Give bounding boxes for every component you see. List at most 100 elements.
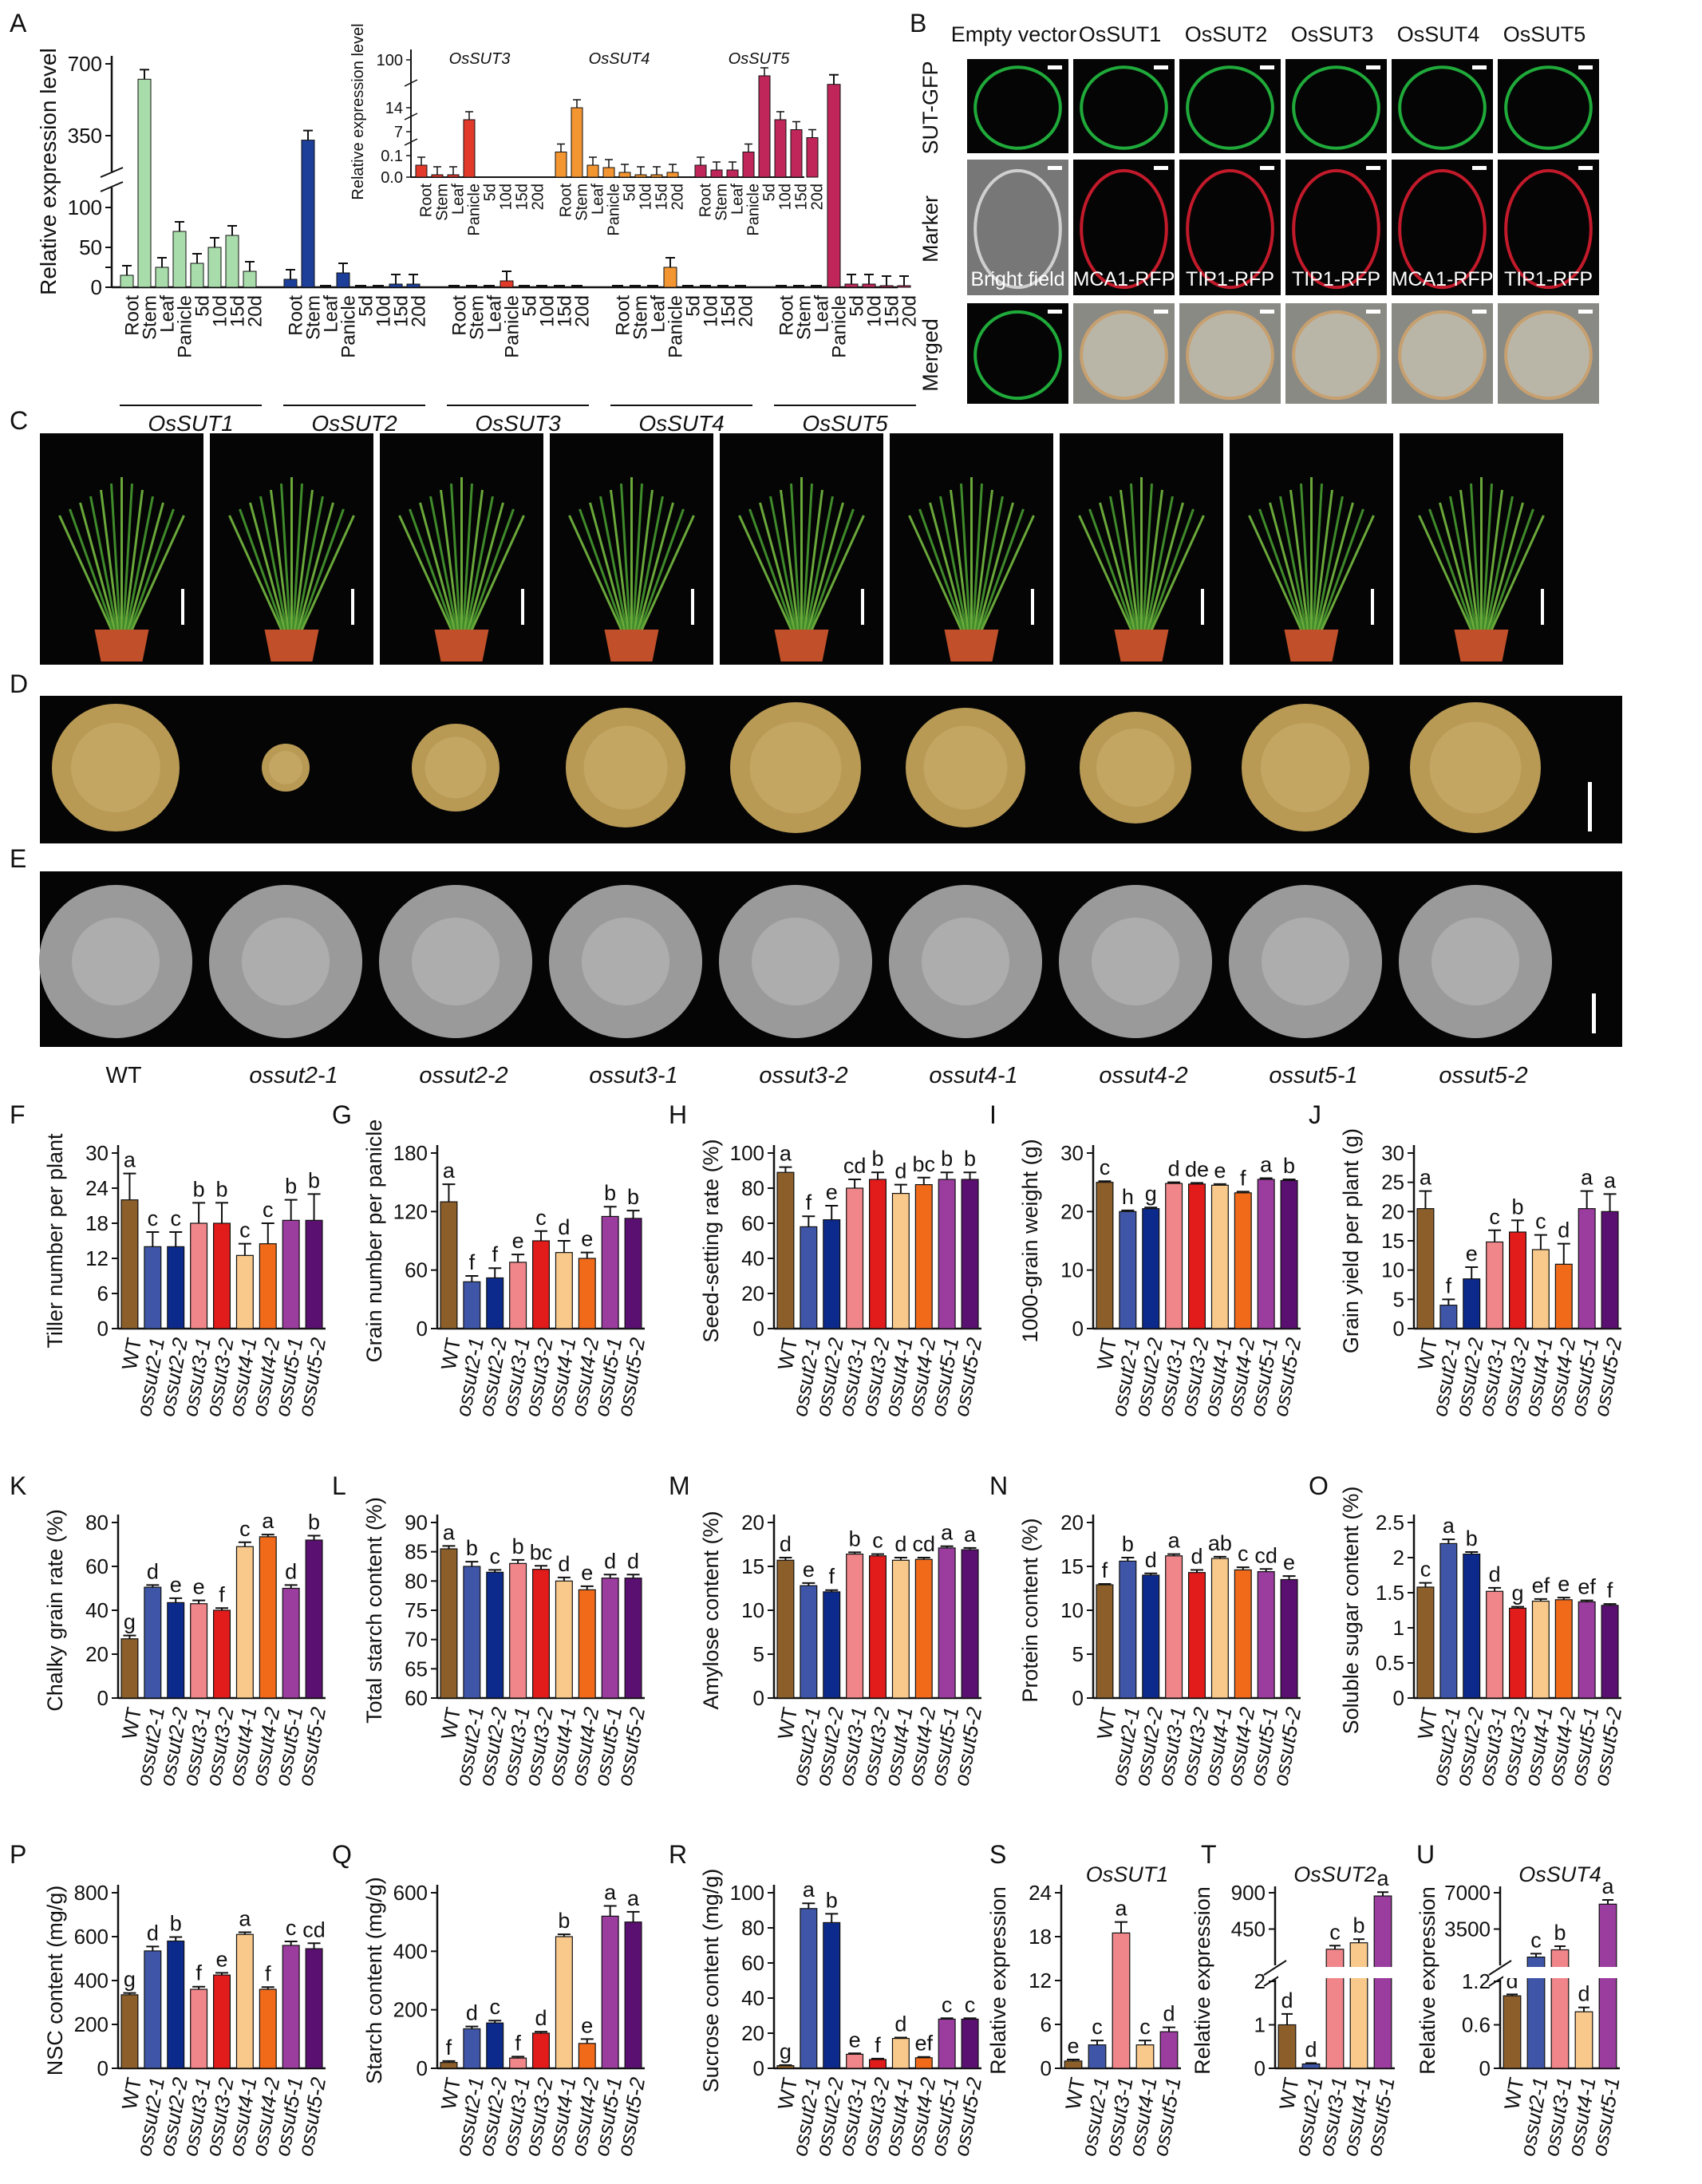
significance-letter: c xyxy=(1489,1205,1500,1229)
significance-letter: b xyxy=(308,1511,320,1534)
cell-outline xyxy=(1504,168,1593,290)
bar xyxy=(243,271,257,288)
significance-letter: b xyxy=(466,1536,478,1560)
x-tick-label: 15d xyxy=(717,295,739,327)
plant-leaf xyxy=(440,489,460,632)
bar xyxy=(1578,1601,1596,1699)
bar xyxy=(1280,1179,1298,1329)
significance-letter: c xyxy=(965,1992,976,2016)
x-tick-label: Root xyxy=(285,295,306,336)
pot xyxy=(774,630,829,662)
micrograph-cell xyxy=(1498,160,1599,295)
bar xyxy=(601,1215,619,1329)
panel-letter-o: O xyxy=(1309,1471,1329,1500)
plant-leaf xyxy=(228,515,283,632)
x-tick-label: Panicle xyxy=(174,295,195,358)
row-label: Merged xyxy=(918,318,942,392)
significance-letter: d xyxy=(1489,1562,1501,1586)
bar xyxy=(167,1940,185,2069)
y-axis-label: Soluble sugar content (%) xyxy=(1339,1487,1363,1735)
significance-letter: a xyxy=(1601,1874,1614,1898)
panel-C-plants xyxy=(40,433,1563,665)
y-tick-label: 1 xyxy=(1254,2013,1266,2037)
scale-bar xyxy=(1366,166,1380,170)
panel-letter-s: S xyxy=(989,1840,1006,1869)
genotype-label: ossut2-2 xyxy=(419,1063,507,1088)
plant-leaf xyxy=(295,496,324,632)
bar xyxy=(213,1609,231,1699)
pot xyxy=(944,630,999,662)
plant-leaf xyxy=(249,502,286,632)
significance-letter: a xyxy=(1581,1166,1593,1190)
genotype-label: WT xyxy=(105,1063,141,1088)
micrograph-cell xyxy=(1392,59,1493,153)
bar xyxy=(776,1559,795,1699)
significance-letter: g xyxy=(780,2040,792,2064)
micrograph-cell xyxy=(1285,59,1387,153)
bar xyxy=(120,1638,139,1699)
y-tick-label: 100 xyxy=(68,195,102,219)
x-tick-label: WT xyxy=(1274,2075,1304,2111)
plant-leaf xyxy=(1439,502,1476,632)
significance-letter: d xyxy=(147,1921,159,1945)
bar xyxy=(283,278,298,288)
plant-leaf xyxy=(1449,496,1478,632)
significance-letter: b xyxy=(826,1888,838,1912)
bar xyxy=(1554,1599,1573,1699)
scale-bar xyxy=(1578,65,1593,69)
inset-bar xyxy=(431,174,444,178)
plant-leaf xyxy=(58,515,113,632)
bar xyxy=(406,283,421,288)
bar xyxy=(555,1936,573,2069)
panel-letter-d: D xyxy=(10,669,28,698)
inset-axis-break xyxy=(404,79,418,87)
grain-pile-highlight xyxy=(923,725,1008,810)
significance-letter: cd xyxy=(302,1917,326,1941)
cell-outline xyxy=(973,310,1062,401)
significance-letter: e xyxy=(1466,1242,1478,1266)
x-tick-label: Leaf xyxy=(647,295,669,333)
plant-leaf xyxy=(960,483,971,632)
y-tick-label: 10 xyxy=(1060,1258,1084,1282)
plant-leaf xyxy=(568,515,623,632)
plant-leaf xyxy=(980,515,1035,632)
bar xyxy=(961,2018,979,2069)
plant-leaf xyxy=(973,489,993,632)
x-tick-label: Stem xyxy=(139,295,160,340)
bar xyxy=(800,1908,818,2069)
scale-bar xyxy=(1366,65,1380,69)
significance-letter: d xyxy=(285,1559,297,1583)
bar xyxy=(463,1281,481,1329)
x-tick-label: Stem xyxy=(793,295,815,340)
bar xyxy=(868,1555,887,1699)
significance-letter: d xyxy=(1145,1548,1157,1572)
y-tick-label: 20 xyxy=(1060,1511,1084,1534)
bar xyxy=(1373,1895,1392,2069)
x-tick-label: Root xyxy=(121,295,143,336)
panel-letter-c: C xyxy=(10,406,28,435)
inset-bar xyxy=(634,174,647,178)
cell-outline xyxy=(1504,310,1593,401)
significance-letter: f xyxy=(1240,1166,1246,1190)
plant-leaf xyxy=(280,483,291,632)
bar xyxy=(1503,1995,1522,2069)
y-tick-label: 0 xyxy=(1393,1317,1404,1341)
bar xyxy=(1187,1572,1206,1699)
chart-title: OsSUT4 xyxy=(1518,1862,1601,1886)
significance-letter: f xyxy=(1607,1578,1613,1602)
y-tick-label: 18 xyxy=(85,1211,109,1235)
panel-B-grid: Empty vector OsSUT1 OsSUT2 OsSUT3 OsSUT4 OsSU… xyxy=(918,22,1599,404)
significance-letter: c xyxy=(872,1529,883,1553)
significance-letter: e xyxy=(512,1229,524,1253)
significance-letter: f xyxy=(806,1191,812,1214)
significance-letter: b xyxy=(193,1177,205,1201)
y-axis-label: Grain number per panicle xyxy=(362,1120,386,1363)
bar xyxy=(120,1199,139,1329)
plant-leaf xyxy=(929,502,966,632)
y-axis-label: Amylose content (%) xyxy=(699,1511,723,1709)
bar xyxy=(891,2038,910,2069)
inset-x-tick-label: Leaf xyxy=(449,184,467,215)
inset-x-tick-label: 5d xyxy=(760,184,778,201)
panel-letter-n: N xyxy=(989,1471,1008,1500)
